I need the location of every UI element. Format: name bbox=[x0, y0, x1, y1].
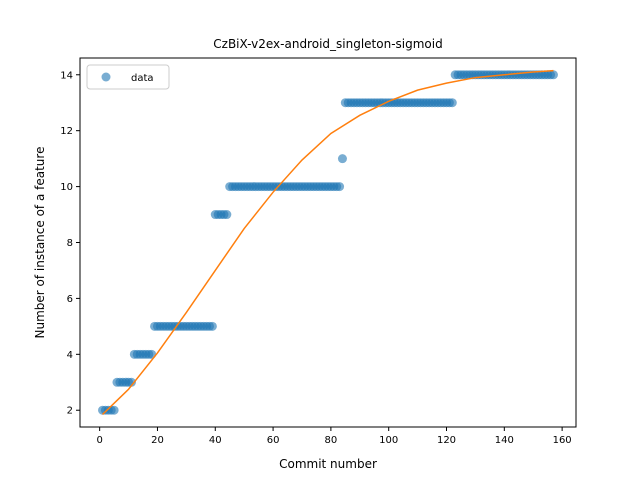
x-tick-label: 60 bbox=[267, 435, 280, 446]
legend-marker-data bbox=[101, 72, 111, 82]
x-tick-label: 80 bbox=[325, 435, 338, 446]
x-tick-label: 40 bbox=[209, 435, 222, 446]
data-point bbox=[126, 377, 136, 387]
x-tick-label: 0 bbox=[96, 435, 102, 446]
y-tick-label: 14 bbox=[60, 70, 73, 81]
x-tick-label: 140 bbox=[495, 435, 514, 446]
y-tick-label: 12 bbox=[60, 126, 73, 137]
axis-ticks: 0 20 40 60 80 100 120 140 160 2 4 6 8 10 12 14 bbox=[60, 70, 571, 446]
fit-line bbox=[102, 69, 554, 415]
x-tick-label: 20 bbox=[151, 435, 164, 446]
data-point bbox=[548, 70, 558, 80]
data-point bbox=[335, 182, 345, 192]
data-point bbox=[222, 210, 232, 220]
chart-title: CzBiX-v2ex-android_singleton-sigmoid bbox=[213, 37, 442, 51]
x-tick-label: 160 bbox=[553, 435, 572, 446]
data-point bbox=[207, 321, 217, 331]
x-axis-label: Commit number bbox=[279, 457, 377, 471]
y-tick-label: 2 bbox=[67, 406, 73, 417]
y-tick-label: 8 bbox=[67, 238, 73, 249]
y-axis-label: Number of instance of a feature bbox=[33, 147, 47, 339]
data-point bbox=[447, 98, 457, 108]
plot-area bbox=[98, 69, 558, 415]
legend: data bbox=[86, 64, 170, 90]
legend-box bbox=[86, 64, 170, 90]
y-tick-label: 6 bbox=[67, 294, 73, 305]
legend-label-data: data bbox=[131, 73, 154, 84]
x-tick-label: 120 bbox=[437, 435, 456, 446]
x-tick-label: 100 bbox=[379, 435, 398, 446]
data-point bbox=[147, 349, 157, 359]
data-point bbox=[109, 405, 119, 415]
data-point bbox=[337, 154, 347, 164]
y-tick-label: 4 bbox=[67, 350, 73, 361]
y-tick-label: 10 bbox=[60, 182, 73, 193]
